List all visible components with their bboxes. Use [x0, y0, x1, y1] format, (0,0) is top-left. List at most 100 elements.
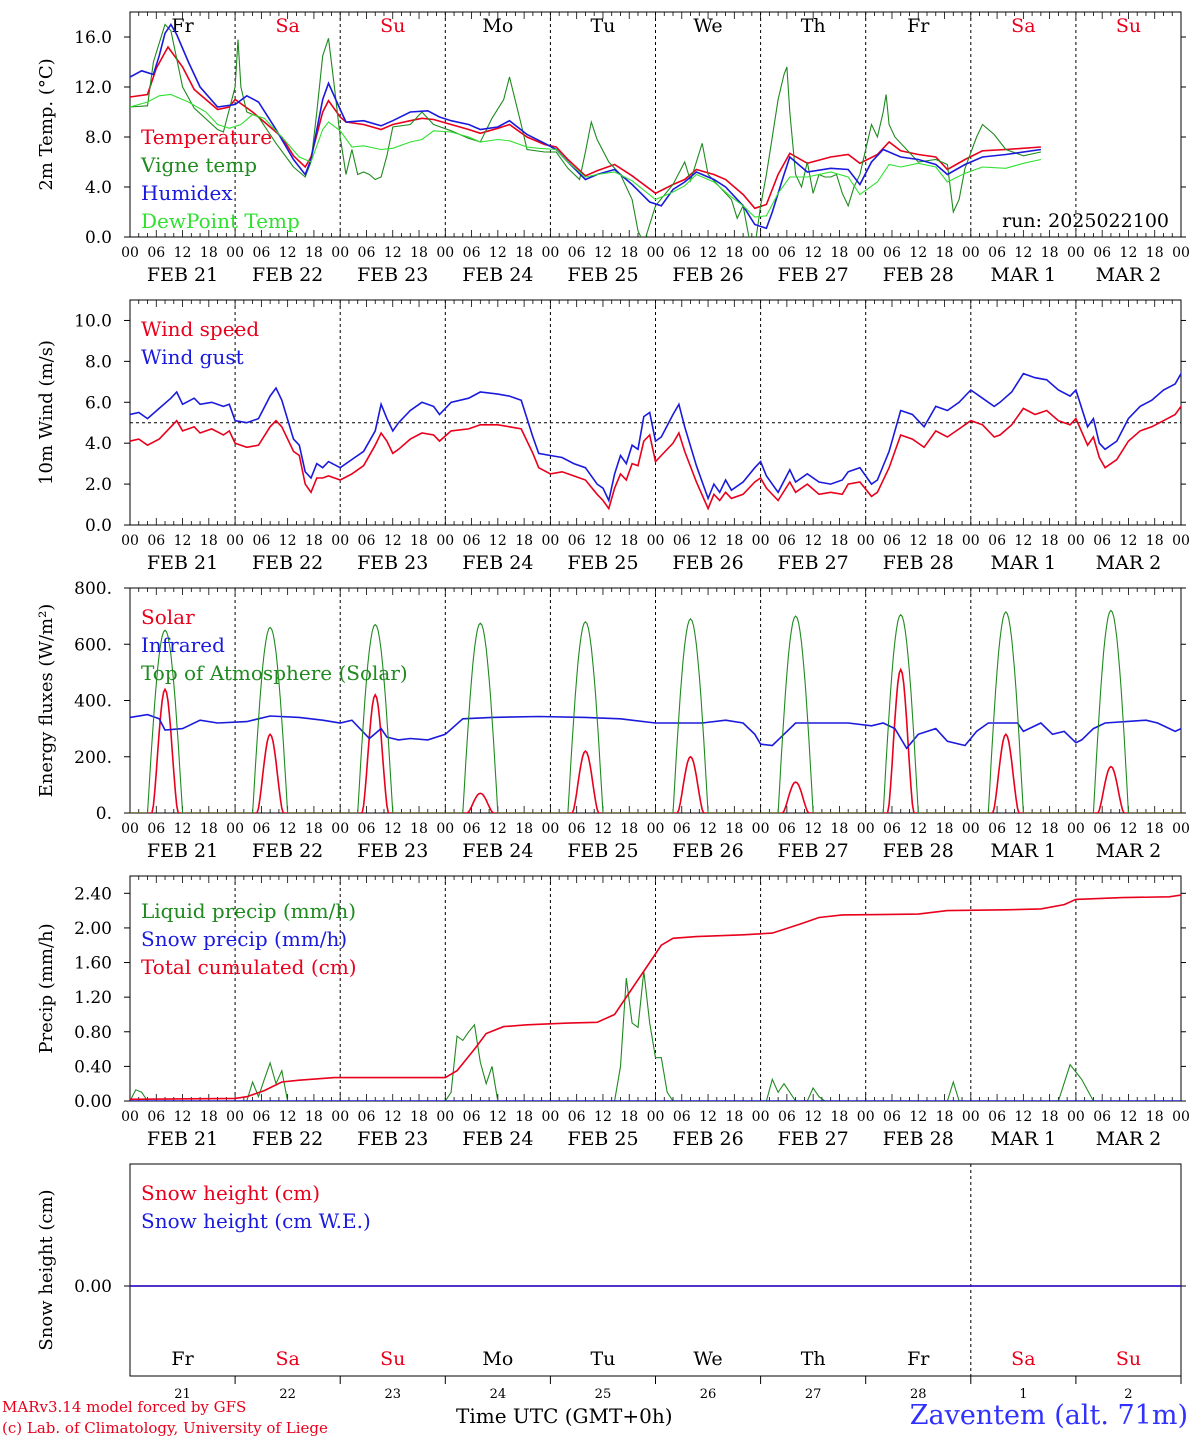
hour-tick-label: 00 — [541, 245, 559, 261]
hour-tick-label: 06 — [358, 245, 376, 261]
hour-tick-label: 06 — [1093, 1109, 1111, 1125]
hour-tick-label: 00 — [436, 533, 454, 549]
hour-tick-label: 18 — [936, 1109, 954, 1125]
hour-tick-label: 06 — [883, 245, 901, 261]
date-label: MAR 2 — [1096, 264, 1162, 286]
series-liquid-precip-mm-h — [130, 971, 1181, 1101]
hour-tick-label: 06 — [988, 821, 1006, 837]
hour-tick-label: 18 — [200, 1109, 218, 1125]
hour-tick-label: 06 — [568, 821, 586, 837]
y-axis-label: Snow height (cm) — [36, 1189, 57, 1350]
hour-tick-label: 00 — [436, 821, 454, 837]
y-tick-label: 0.00 — [74, 1092, 112, 1112]
hour-tick-label: 18 — [305, 1109, 323, 1125]
hour-tick-label: 12 — [909, 533, 927, 549]
hour-tick-label: 18 — [1146, 821, 1164, 837]
series-top-of-atmosphere-solar — [130, 609, 1181, 813]
date-label: FEB 28 — [883, 552, 954, 574]
date-label: FEB 27 — [778, 264, 849, 286]
series-solar — [130, 667, 1181, 813]
legend-entry: Liquid precip (mm/h) — [141, 899, 356, 923]
hour-tick-label: 00 — [1067, 1109, 1085, 1125]
model-credit: MARv3.14 model forced by GFS — [2, 1398, 247, 1416]
hour-tick-label: 00 — [226, 821, 244, 837]
day-of-week-label: Tu — [590, 1348, 615, 1370]
hour-tick-label: 06 — [883, 1109, 901, 1125]
date-label: FEB 25 — [567, 1128, 638, 1150]
hour-tick-label: 18 — [305, 533, 323, 549]
hour-tick-label: 12 — [279, 245, 297, 261]
legend-entry: Infrared — [141, 633, 225, 657]
legend-entry: Humidex — [141, 181, 233, 205]
day-of-week-label: Fr — [907, 15, 930, 37]
hour-tick-label: 18 — [725, 245, 743, 261]
day-number-label: 26 — [700, 1387, 717, 1402]
hour-tick-label: 06 — [988, 245, 1006, 261]
legend-entry: Top of Atmosphere (Solar) — [141, 661, 408, 685]
hour-tick-label: 18 — [936, 533, 954, 549]
hour-tick-label: 12 — [384, 1109, 402, 1125]
date-label: FEB 22 — [252, 552, 323, 574]
y-tick-label: 8.0 — [85, 352, 112, 372]
hour-tick-label: 18 — [1146, 533, 1164, 549]
series-total-cumulated-cm — [130, 894, 1181, 1101]
hour-tick-label: 18 — [305, 245, 323, 261]
date-label: FEB 24 — [462, 552, 533, 574]
hour-tick-label: 06 — [673, 533, 691, 549]
hour-tick-label: 06 — [778, 533, 796, 549]
hour-tick-label: 06 — [988, 533, 1006, 549]
hour-tick-label: 12 — [699, 533, 717, 549]
hour-tick-label: 06 — [673, 245, 691, 261]
hour-tick-label: 00 — [541, 821, 559, 837]
hour-tick-label: 00 — [1067, 245, 1085, 261]
hour-tick-label: 18 — [410, 821, 428, 837]
y-tick-label: 12.0 — [74, 78, 112, 98]
hour-tick-label: 06 — [147, 245, 165, 261]
hour-tick-label: 00 — [121, 1109, 139, 1125]
day-of-week-label: Th — [801, 15, 826, 37]
hour-tick-label: 18 — [305, 821, 323, 837]
hour-tick-label: 18 — [515, 1109, 533, 1125]
hour-tick-label: 06 — [147, 1109, 165, 1125]
hour-tick-label: 12 — [279, 1109, 297, 1125]
time-axis-label: Time UTC (GMT+0h) — [456, 1404, 673, 1428]
hour-tick-label: 12 — [384, 245, 402, 261]
hour-tick-label: 12 — [279, 533, 297, 549]
hour-tick-label: 00 — [331, 245, 349, 261]
day-of-week-label: Su — [380, 15, 405, 37]
date-label: FEB 23 — [357, 552, 428, 574]
day-of-week-label: We — [693, 15, 722, 37]
hour-tick-label: 12 — [1014, 245, 1032, 261]
y-axis-label: 2m Temp. (°C) — [36, 58, 57, 190]
hour-tick-label: 18 — [725, 821, 743, 837]
hour-tick-label: 06 — [147, 821, 165, 837]
hour-tick-label: 00 — [1172, 1109, 1190, 1125]
hour-tick-label: 18 — [1041, 821, 1059, 837]
hour-tick-label: 12 — [804, 245, 822, 261]
panel-1: 0.0 4.0 8.0 12.0 16.0 2m Temp. (°C) 00 06 12 18 FE… — [36, 11, 1190, 286]
hour-tick-label: 12 — [909, 821, 927, 837]
hour-tick-label: 12 — [279, 821, 297, 837]
legend-entry: Solar — [141, 605, 195, 629]
date-label: FEB 21 — [147, 264, 218, 286]
hour-tick-label: 18 — [1041, 245, 1059, 261]
y-axis-label: Energy fluxes (W/m²) — [36, 604, 57, 798]
hour-tick-label: 00 — [121, 533, 139, 549]
day-number-label: 24 — [490, 1387, 507, 1402]
date-label: MAR 1 — [991, 840, 1057, 862]
energy-legend: Solar Infrared Top of Atmosphere (Solar) — [141, 605, 408, 685]
hour-tick-label: 00 — [752, 1109, 770, 1125]
y-tick-label: 400. — [74, 692, 112, 712]
date-label: FEB 22 — [252, 840, 323, 862]
legend-entry: Vigne temp — [140, 153, 257, 177]
hour-tick-label: 18 — [410, 245, 428, 261]
date-label: MAR 1 — [991, 552, 1057, 574]
hour-tick-label: 18 — [620, 245, 638, 261]
hour-tick-label: 18 — [831, 533, 849, 549]
hour-tick-label: 00 — [331, 821, 349, 837]
panel-frame — [129, 587, 1182, 814]
series-temperature — [130, 45, 1041, 210]
hour-tick-label: 18 — [831, 245, 849, 261]
hour-tick-label: 00 — [752, 533, 770, 549]
